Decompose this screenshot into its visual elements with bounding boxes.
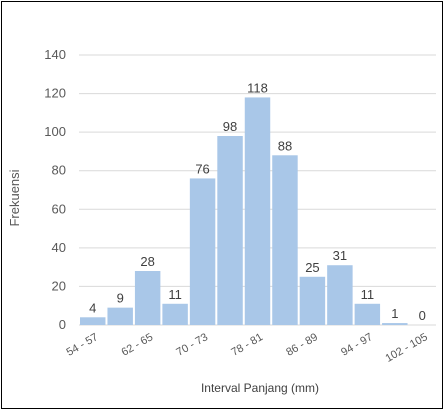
bar [354, 303, 381, 325]
y-tick-label: 80 [52, 163, 66, 178]
data-label: 11 [361, 287, 375, 302]
bars [80, 97, 408, 325]
data-label: 0 [419, 308, 426, 323]
x-tick-label: 70 - 73 [174, 331, 210, 359]
data-label: 4 [89, 300, 96, 315]
x-tick-label: 94 - 97 [339, 331, 375, 359]
x-tick-label: 78 - 81 [229, 331, 265, 359]
bar [162, 303, 188, 325]
y-tick-label: 0 [59, 317, 66, 332]
data-label: 11 [168, 287, 182, 302]
bar [107, 307, 133, 325]
y-tick-label: 120 [44, 86, 66, 101]
bar [244, 97, 271, 325]
bar [189, 178, 216, 325]
bar [134, 271, 161, 325]
y-axis-label: Frekuensi [7, 169, 22, 226]
bar [272, 155, 298, 325]
y-tick-label: 60 [52, 201, 66, 216]
data-label: 118 [247, 80, 268, 95]
data-label: 9 [117, 291, 124, 306]
y-tick-label: 40 [52, 240, 66, 255]
data-label: 98 [223, 119, 237, 134]
data-label: 28 [140, 254, 154, 269]
y-tick-label: 20 [52, 278, 66, 293]
x-tick-label: 102 - 105 [384, 331, 430, 365]
bar [217, 136, 243, 325]
bar [382, 323, 408, 325]
x-axis-label: Interval Panjang (mm) [201, 381, 319, 395]
x-tick-label: 62 - 65 [119, 331, 155, 359]
bar [327, 265, 353, 325]
data-label: 25 [305, 260, 319, 275]
x-axis-ticks: 54 - 57 62 - 65 70 - 73 78 - 81 86 - 89 94 - … [65, 331, 430, 365]
y-axis-ticks: 0 20 40 60 80 100 120 140 [44, 47, 66, 332]
data-label: 31 [333, 248, 347, 263]
x-tick-label: 54 - 57 [65, 331, 101, 359]
bar [80, 317, 106, 325]
data-label: 88 [278, 138, 292, 153]
bar [299, 276, 326, 325]
x-tick-label: 86 - 89 [284, 331, 320, 359]
data-label: 76 [195, 161, 209, 176]
data-label: 1 [391, 306, 398, 321]
y-tick-label: 140 [44, 47, 66, 62]
y-tick-label: 100 [44, 124, 66, 139]
